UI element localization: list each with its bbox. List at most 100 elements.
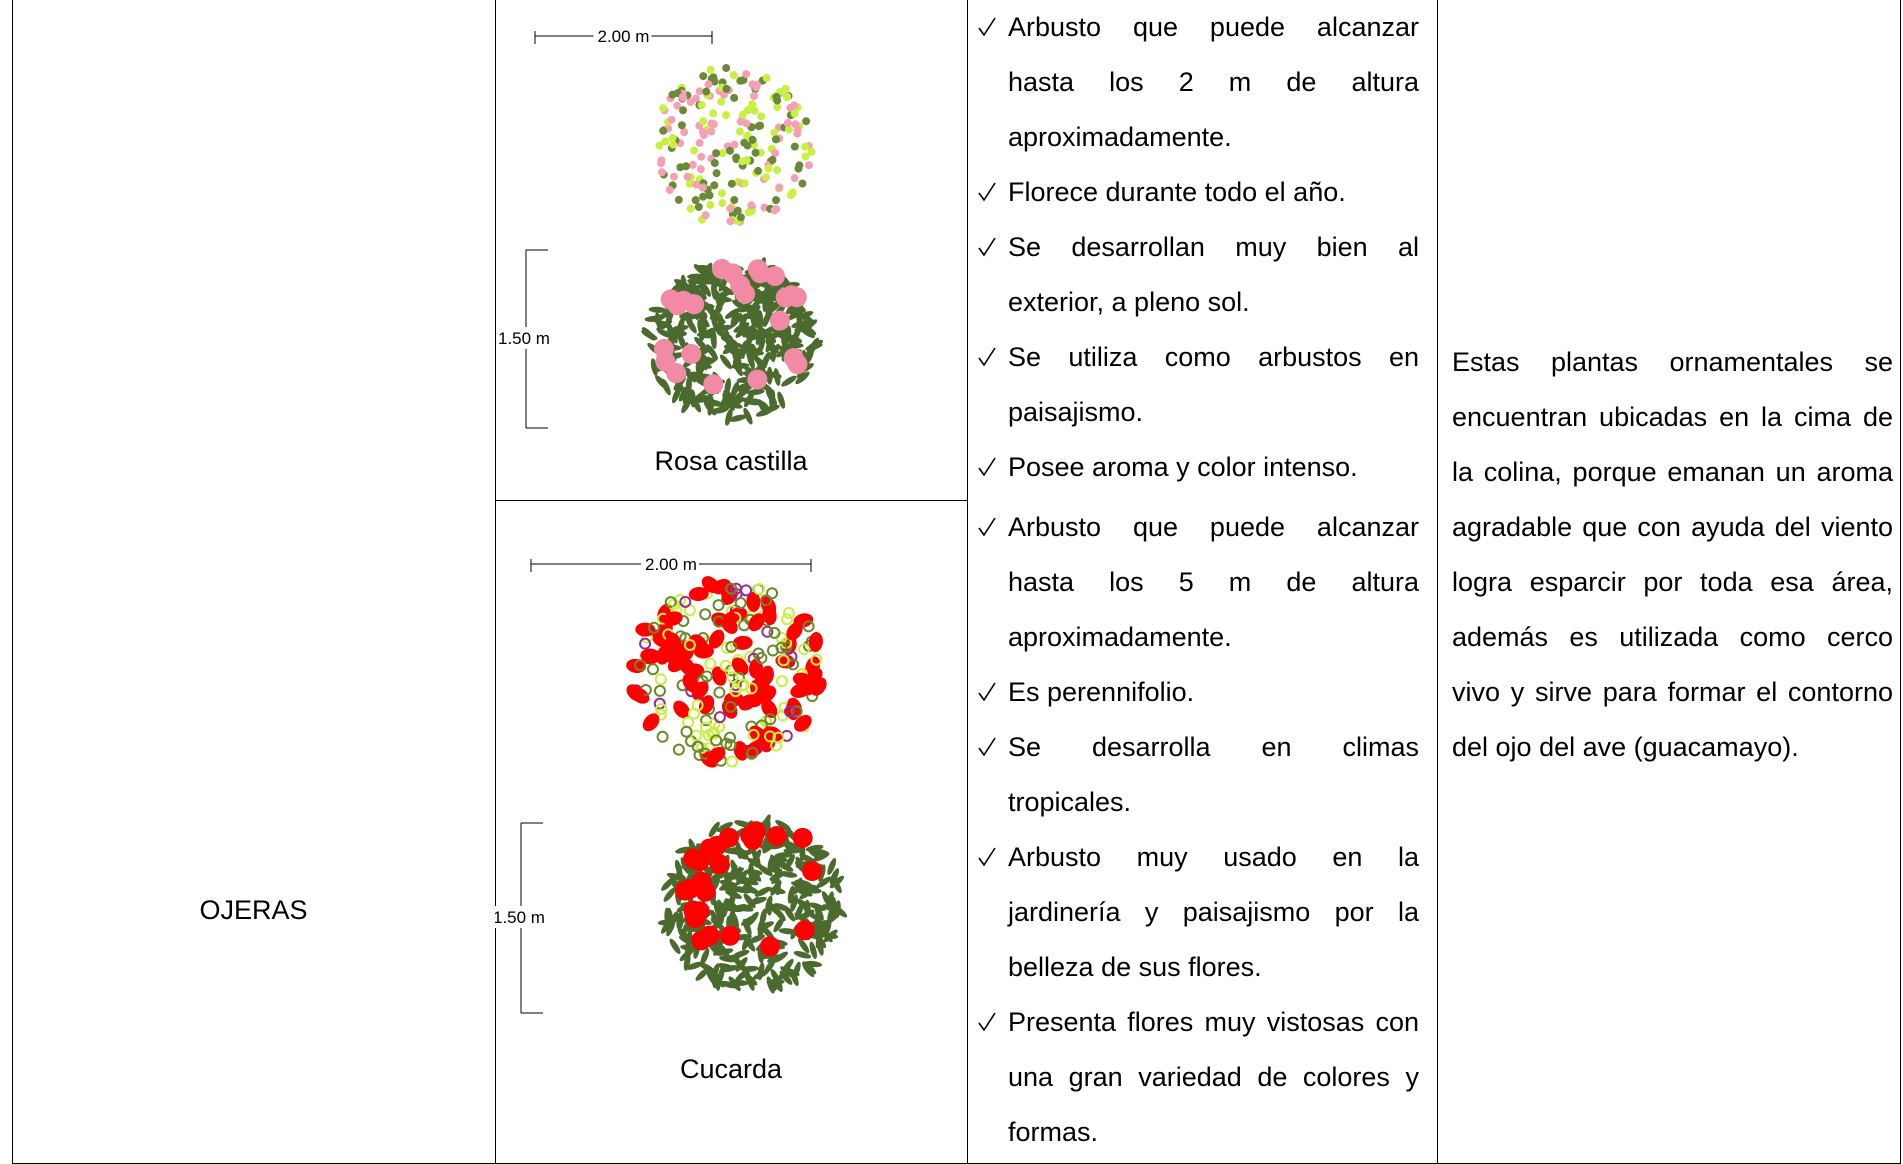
leaf xyxy=(716,902,734,912)
flower xyxy=(730,195,739,204)
leaf xyxy=(722,954,741,962)
flower xyxy=(699,128,708,137)
leaf xyxy=(661,877,675,891)
leaf xyxy=(720,965,739,973)
leaf xyxy=(647,621,660,634)
leaf xyxy=(815,905,822,924)
leaf xyxy=(757,921,775,931)
flower xyxy=(718,199,727,208)
leaf xyxy=(708,821,720,838)
flower xyxy=(699,192,708,201)
leaf xyxy=(767,887,786,895)
leaf xyxy=(718,284,734,296)
leaf xyxy=(769,871,786,881)
leaf xyxy=(722,342,738,355)
flower xyxy=(740,179,749,188)
check-icon xyxy=(978,347,996,367)
leaf xyxy=(669,938,681,955)
leaf xyxy=(634,659,647,672)
leaf xyxy=(674,859,683,878)
leaf xyxy=(690,729,703,742)
flower xyxy=(718,149,727,158)
leaf xyxy=(746,307,758,323)
flower xyxy=(757,112,766,121)
flower xyxy=(695,138,704,147)
leaf xyxy=(761,325,777,337)
leaf xyxy=(765,339,779,354)
leaf xyxy=(754,886,771,897)
feature: Arbusto que puede alcanzar hasta los 2 m… xyxy=(975,0,1419,165)
leaf xyxy=(743,972,758,986)
flower xyxy=(801,152,810,161)
check-icon xyxy=(978,237,996,257)
flower xyxy=(775,183,784,192)
flower xyxy=(798,179,807,188)
leaf xyxy=(700,281,711,297)
flower xyxy=(732,635,753,650)
leaf xyxy=(704,657,717,670)
flower xyxy=(722,84,731,93)
leaf xyxy=(764,713,777,726)
flower xyxy=(768,155,777,164)
flower xyxy=(688,587,709,602)
leaf xyxy=(726,671,739,684)
flower xyxy=(683,848,704,869)
leaf xyxy=(717,313,725,332)
leaf xyxy=(834,900,841,919)
flower xyxy=(722,64,731,73)
check xyxy=(978,517,996,537)
flower xyxy=(667,655,686,673)
flower xyxy=(725,146,734,155)
leaf xyxy=(695,967,710,981)
flower xyxy=(748,100,757,109)
leaf xyxy=(761,625,774,638)
flower xyxy=(766,825,787,846)
leaf xyxy=(816,938,824,956)
flower xyxy=(661,137,670,146)
leaf xyxy=(772,951,789,963)
row-label: OJERAS xyxy=(199,895,308,925)
flower xyxy=(711,666,727,686)
leaf xyxy=(779,970,793,985)
leaf xyxy=(700,948,710,965)
flower xyxy=(665,185,674,194)
flower xyxy=(736,76,745,85)
flower xyxy=(747,207,756,216)
flower xyxy=(680,128,689,137)
flower xyxy=(793,129,802,138)
flower xyxy=(681,162,690,171)
leaf xyxy=(724,700,737,713)
leaf xyxy=(747,728,760,741)
flower xyxy=(793,613,814,628)
flower xyxy=(762,173,771,182)
leaf xyxy=(653,697,666,710)
flower xyxy=(795,161,804,170)
leaf xyxy=(661,378,671,396)
leaf xyxy=(639,637,652,650)
leaf xyxy=(731,849,750,856)
flower xyxy=(762,73,771,82)
leaf xyxy=(691,396,702,413)
flower xyxy=(736,213,745,222)
check-icon xyxy=(978,182,996,202)
leaf xyxy=(748,862,755,881)
leaf xyxy=(723,870,732,888)
flower xyxy=(710,159,719,168)
leaf xyxy=(774,852,793,859)
flower xyxy=(762,605,777,626)
flower xyxy=(655,141,664,150)
flower xyxy=(677,121,686,130)
flower xyxy=(722,611,738,631)
flower xyxy=(747,259,768,280)
check-icon xyxy=(978,517,996,537)
flower xyxy=(691,871,712,892)
flower xyxy=(729,71,738,80)
leaf xyxy=(763,730,776,743)
flower xyxy=(743,141,752,150)
check xyxy=(978,1012,996,1032)
leaf xyxy=(656,730,669,743)
feature: Se utiliza como arbustos en paisajismo. xyxy=(975,330,1419,440)
feature-text: Presenta flores muy vistosas con una gra… xyxy=(1008,1007,1419,1147)
leaf xyxy=(752,969,770,980)
flower xyxy=(764,164,773,173)
